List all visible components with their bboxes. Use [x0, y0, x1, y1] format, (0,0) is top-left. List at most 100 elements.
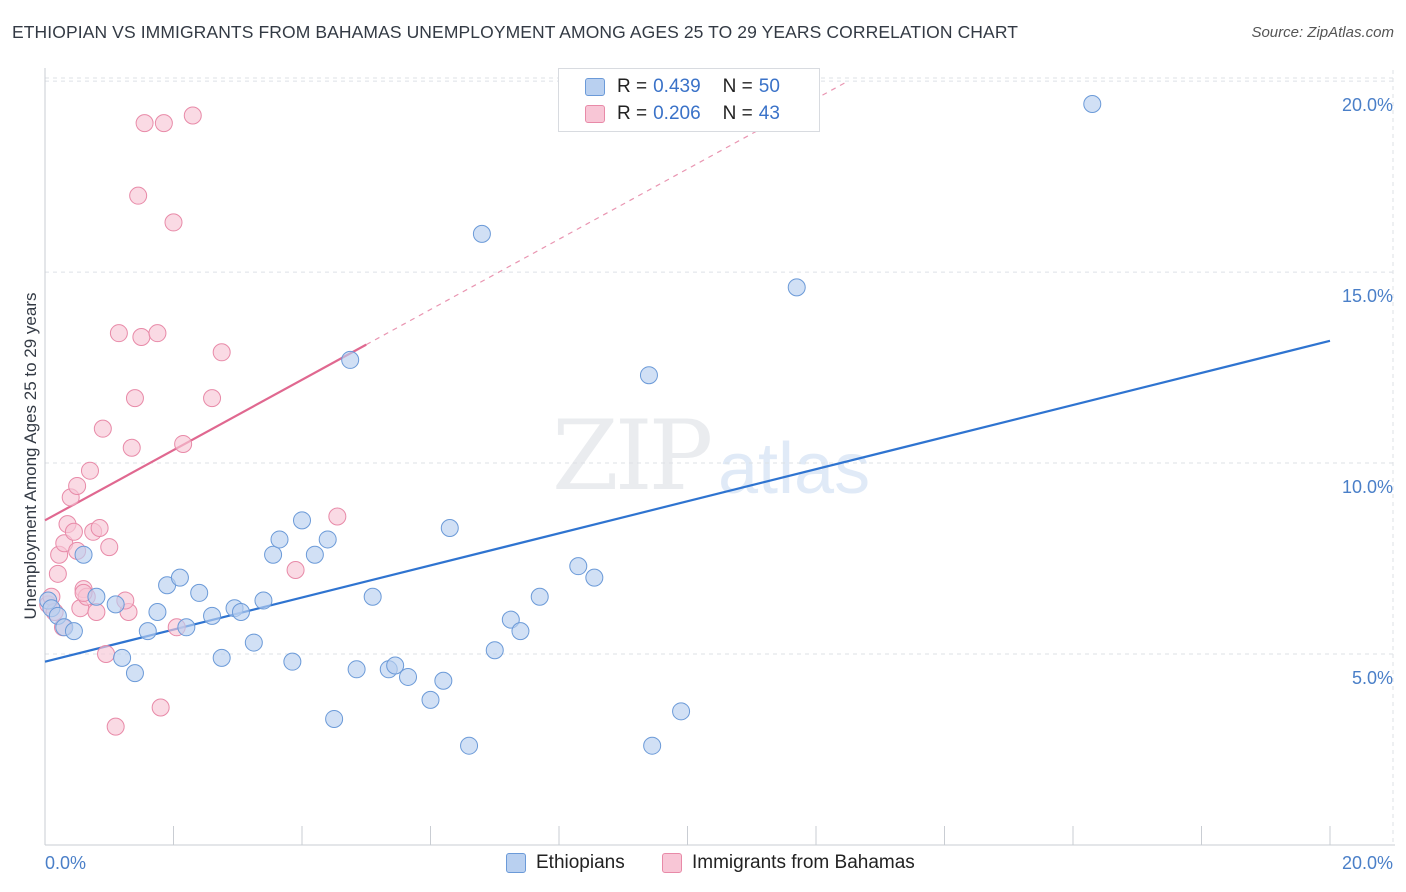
r-label: R = [617, 76, 648, 97]
ethiopians-point [64, 622, 83, 641]
bahamas-point [212, 343, 231, 362]
legend-label-ethiopians: Ethiopians [536, 852, 625, 873]
trend-lines [44, 80, 1331, 663]
legend-item-bahamas[interactable]: Immigrants from Bahamas [662, 852, 915, 874]
x-tick-label: 0.0% [45, 853, 86, 873]
bahamas-point [106, 717, 125, 736]
y-axis-label: Unemployment Among Ages 25 to 29 years [21, 293, 40, 620]
bahamas-point [90, 518, 109, 537]
r-value: 0.439 [653, 76, 701, 97]
bahamas-point [203, 389, 222, 408]
ethiopians-point [585, 568, 604, 587]
ethiopians-point [460, 736, 479, 755]
watermark-atlas: atlas [718, 429, 871, 509]
y-tick-label: 5.0% [1352, 668, 1393, 688]
gridlines [45, 70, 1395, 845]
stats-legend: R = 0.439 N = 50 R = 0.206 N = 43 [558, 68, 820, 132]
ethiopians-point [399, 667, 418, 686]
bahamas-point [109, 324, 128, 343]
ethiopians-point [421, 690, 440, 709]
ethiopians-point [177, 618, 196, 637]
bahamas-point [286, 560, 305, 579]
bahamas-legend-swatch [662, 853, 682, 873]
ethiopians-point [305, 545, 324, 564]
ethiopians-point [386, 656, 405, 675]
ethiopians-point [125, 664, 144, 683]
bahamas-point [64, 522, 83, 541]
tick-labels: 5.0% 10.0% 15.0% 20.0% 0.0% 20.0% [45, 95, 1393, 873]
n-value: 50 [758, 76, 780, 97]
r-value: 0.206 [653, 103, 701, 124]
ethiopians-point [643, 736, 662, 755]
bahamas-point [122, 438, 141, 457]
ethiopians-point [485, 641, 504, 660]
bahamas-point [80, 461, 99, 480]
ethiopians-point [212, 648, 231, 667]
n-label: N = [722, 103, 753, 124]
bahamas-trend-line [44, 343, 367, 522]
y-tick-label: 20.0% [1342, 95, 1393, 115]
bahamas-point [100, 538, 119, 557]
bahamas-swatch [585, 105, 605, 123]
bahamas-point [87, 603, 106, 622]
ethiopians-point [106, 595, 125, 614]
watermark-zip: ZIP [552, 400, 713, 512]
stats-row-bahamas: R = 0.206 N = 43 [585, 101, 780, 127]
ethiopians-point [1083, 95, 1102, 114]
ethiopians-point [138, 622, 157, 641]
bahamas-point [97, 645, 116, 664]
ethiopians-point [74, 545, 93, 564]
r-label: R = [617, 103, 648, 124]
bahamas-point [135, 114, 154, 133]
bahamas-point [48, 564, 67, 583]
ethiopians-point [293, 511, 311, 530]
ethiopians-point [254, 591, 273, 610]
bahamas-point [68, 476, 87, 495]
bahamas-point [328, 507, 347, 526]
bahamas-point [148, 324, 167, 343]
ethiopians-point [318, 530, 337, 549]
ethiopians-point [283, 652, 302, 671]
ethiopians-point [347, 660, 366, 679]
ethiopians-point [639, 366, 658, 385]
ethiopians-point [672, 702, 691, 721]
y-tick-label: 10.0% [1342, 477, 1393, 497]
legend-label-bahamas: Immigrants from Bahamas [692, 852, 915, 873]
ethiopians-point [787, 278, 806, 297]
ethiopians-point [231, 603, 250, 622]
bahamas-point [154, 114, 173, 133]
bahamas-point [151, 698, 170, 717]
bahamas-point [174, 434, 193, 453]
bahamas-point [125, 389, 144, 408]
legend-item-ethiopians[interactable]: Ethiopians [506, 852, 625, 874]
ethiopians-swatch [585, 78, 605, 96]
ethiopians-point [270, 530, 289, 549]
ethiopians-point [170, 568, 189, 587]
ethiopians-point [244, 633, 263, 652]
ethiopians-point [148, 603, 167, 622]
source-label: Source: ZipAtlas.com [1251, 24, 1394, 41]
axes [44, 68, 1395, 846]
ethiopians-point [325, 709, 344, 728]
ethiopians-legend-swatch [506, 853, 526, 873]
data-points [39, 95, 1102, 755]
ethiopians-point [363, 587, 382, 606]
ethiopians-point [190, 583, 209, 602]
stats-row-ethiopians: R = 0.439 N = 50 [585, 74, 780, 100]
ethiopians-point [203, 606, 222, 625]
ethiopians-point [434, 671, 453, 690]
n-label: N = [722, 76, 753, 97]
bahamas-point [132, 328, 151, 347]
ethiopians-point [530, 587, 549, 606]
bahamas-trend-extension [365, 80, 849, 346]
ethiopians-point [511, 622, 530, 641]
n-value: 43 [758, 103, 780, 124]
ethiopians-point [87, 587, 106, 606]
ethiopians-point [472, 224, 491, 243]
ethiopians-point [569, 557, 588, 576]
bahamas-point [129, 186, 148, 205]
bahamas-point [164, 213, 183, 232]
x-tick-label: 20.0% [1342, 853, 1393, 873]
bahamas-point [93, 419, 112, 438]
